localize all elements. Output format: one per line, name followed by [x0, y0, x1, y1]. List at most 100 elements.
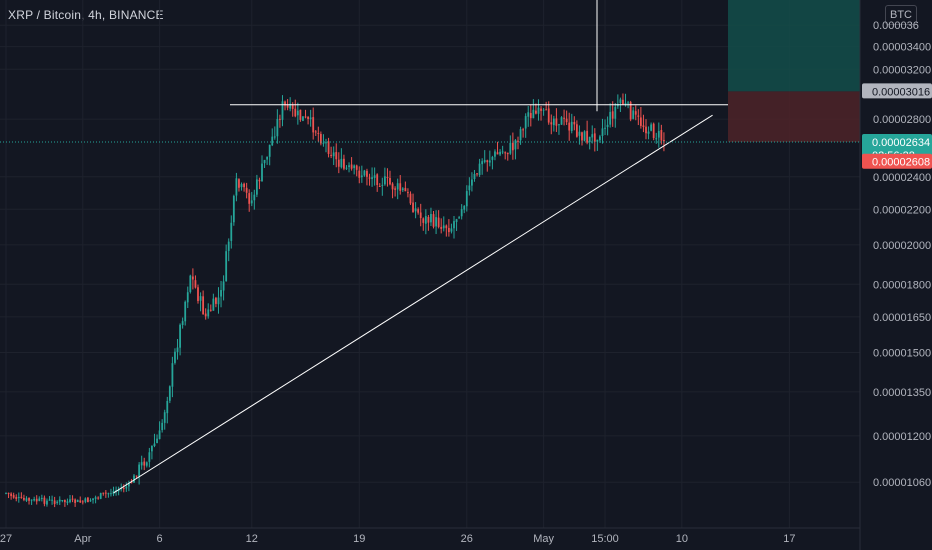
candle-body: [358, 170, 361, 178]
time-axis[interactable]: 27 Apr 6 12 19 26 May 15:00 10 17: [0, 527, 860, 545]
candle-body: [368, 177, 371, 179]
candle-body: [61, 500, 64, 502]
candle-body: [158, 430, 161, 440]
candle-body: [412, 202, 414, 213]
time-tick-label: 15:00: [591, 533, 619, 545]
candle-body: [563, 117, 565, 119]
candle-body: [156, 438, 158, 443]
candle-body: [12, 495, 15, 498]
candle-body: [79, 500, 82, 503]
candle-body: [522, 129, 525, 131]
candle-body: [197, 287, 199, 302]
candle-body: [442, 225, 445, 229]
price-tick-label: 0.00001800: [873, 279, 931, 291]
candle-body: [471, 179, 473, 186]
candle-body: [583, 131, 586, 141]
candle-body: [174, 351, 176, 363]
candle-body: [97, 497, 100, 499]
candle-body: [509, 142, 512, 154]
candle-body: [299, 109, 302, 120]
candle-body: [552, 118, 555, 126]
candle-body: [599, 136, 601, 141]
drawings[interactable]: [0, 0, 860, 494]
candle-body: [527, 112, 530, 117]
candle-body: [43, 497, 46, 504]
candle-body: [624, 102, 627, 104]
candle-body: [102, 492, 105, 494]
candle-body: [381, 184, 384, 186]
candle-body: [455, 219, 458, 222]
candle-body: [176, 347, 179, 352]
candle-body: [232, 196, 235, 223]
candle-body: [76, 499, 79, 503]
candle-body: [394, 188, 397, 190]
candle-body: [296, 110, 299, 116]
candle-body: [253, 194, 256, 201]
candle-body: [396, 183, 399, 190]
price-tick-label: 0.00001500: [873, 347, 931, 359]
candle-body: [286, 104, 289, 108]
candle-body: [191, 276, 194, 280]
candle-body: [122, 487, 125, 489]
candle-body: [407, 192, 409, 194]
candle-body: [189, 275, 192, 293]
candle-body: [217, 297, 220, 305]
ascending-trendline[interactable]: [113, 114, 713, 494]
candle-body: [271, 136, 274, 146]
candle-body: [504, 152, 507, 154]
candle-body: [94, 497, 97, 499]
candle-body: [419, 212, 422, 219]
candle-body: [424, 216, 427, 224]
candle-body: [565, 118, 568, 123]
candle-body: [235, 178, 238, 196]
time-tick-label: Apr: [74, 533, 91, 545]
candle-body: [294, 108, 297, 117]
candle-body: [51, 499, 53, 501]
candle-body: [263, 159, 266, 164]
candle-body: [627, 102, 629, 104]
candle-body: [404, 187, 407, 192]
price-tick-label: 0.00001060: [873, 477, 931, 489]
candle-body: [588, 136, 591, 143]
price-tick-label: 0.000036: [873, 20, 919, 32]
last-price-label: 0.00002634: [872, 137, 930, 149]
stop-zone: [728, 91, 860, 143]
candle-body: [143, 461, 146, 466]
candle-body: [422, 218, 425, 223]
candle-body: [586, 130, 589, 143]
candle-body: [332, 152, 335, 157]
price-tick-label: 0.00002800: [873, 114, 931, 126]
price-tick-label: 0.00002200: [873, 204, 931, 216]
candle-body: [279, 118, 281, 120]
candle-body: [343, 158, 345, 169]
candle-body: [202, 296, 205, 315]
candle-body: [639, 117, 642, 126]
price-tick-label: 0.00001200: [873, 431, 931, 443]
candle-body: [314, 131, 317, 133]
candle-body: [578, 131, 581, 136]
price-axis[interactable]: 0.000036 0.00003400 0.00003200 0.00002800 0.…: [859, 0, 931, 550]
candle-body: [46, 500, 48, 505]
candle-body: [629, 102, 632, 120]
candle-body: [632, 110, 635, 119]
candle-body: [89, 500, 92, 502]
candle-body: [258, 179, 261, 182]
candle-body: [389, 178, 391, 185]
candle-body: [30, 499, 33, 501]
candle-body: [575, 124, 578, 137]
candle-body: [486, 160, 489, 163]
candle-body: [291, 104, 294, 109]
position-zones: [728, 0, 860, 143]
candle-body: [17, 496, 20, 499]
candle-body: [655, 138, 658, 140]
candle-body: [340, 158, 343, 168]
currency-button[interactable]: BTC: [885, 5, 917, 25]
time-tick-label: 26: [461, 533, 473, 545]
candle-body: [414, 208, 417, 212]
candle-body: [171, 363, 174, 387]
candle-body: [130, 482, 133, 484]
candle-body: [542, 109, 545, 111]
entry-price-label-bg: [862, 83, 932, 99]
candle-body: [427, 216, 430, 223]
